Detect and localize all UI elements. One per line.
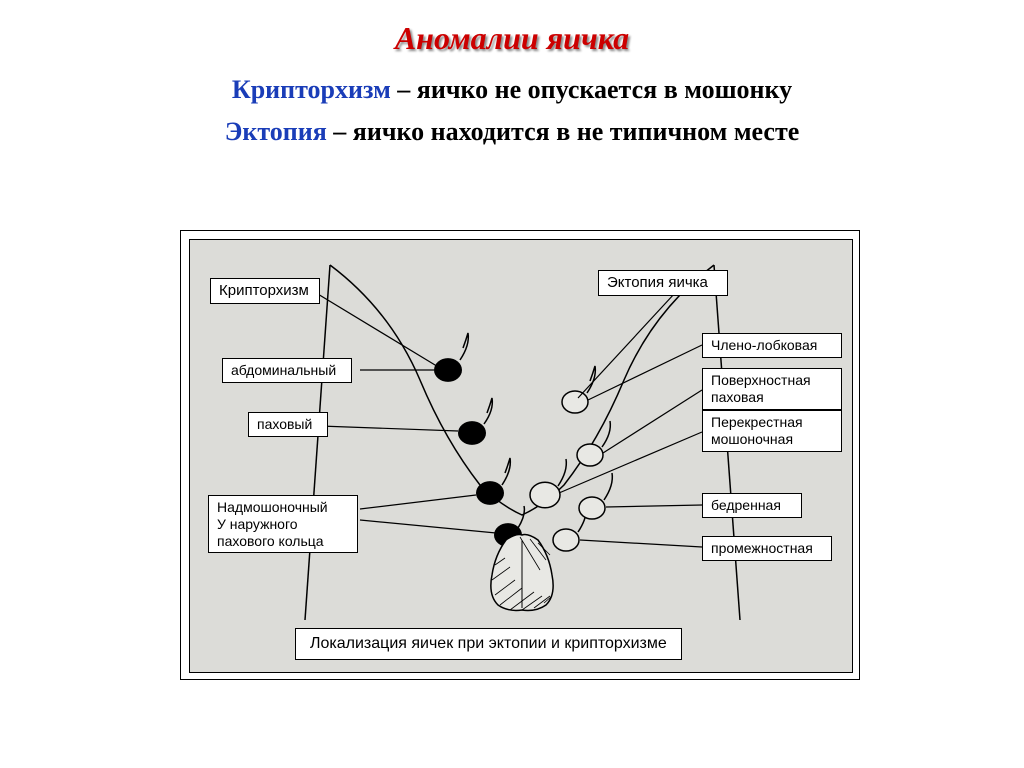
page-title: Аномалии яичка <box>0 0 1024 57</box>
subtitle-1: Крипторхизм – яичко не опускается в мошо… <box>0 75 1024 105</box>
label-left_header: Крипторхизм <box>210 278 320 304</box>
diagram-inner: Крипторхизм абдоминальный паховый Надмошоно… <box>189 239 853 673</box>
term-2: Эктопия <box>225 117 327 146</box>
label-right2: Поверхностнаяпаховая <box>702 368 842 410</box>
diagram-caption: Локализация яичек при эктопии и крипторх… <box>295 628 682 660</box>
label-right5: промежностная <box>702 536 832 561</box>
label-right3: Перекрестнаямошоночная <box>702 410 842 452</box>
desc-1: – яичко не опускается в мошонку <box>391 75 792 104</box>
term-1: Крипторхизм <box>232 75 391 104</box>
diagram-frame: Крипторхизм абдоминальный паховый Надмошоно… <box>180 230 860 680</box>
label-left3: НадмошоночныйУ наружногопахового кольца <box>208 495 358 553</box>
label-right4: бедренная <box>702 493 802 518</box>
anatomy-illustration <box>190 240 854 674</box>
subtitle-2: Эктопия – яичко находится в не типичном … <box>0 117 1024 147</box>
label-left1: абдоминальный <box>222 358 352 383</box>
desc-2: – яичко находится в не типичном месте <box>327 117 799 146</box>
label-right_header: Эктопия яичка <box>598 270 728 296</box>
label-left2: паховый <box>248 412 328 437</box>
label-right1: Члено-лобковая <box>702 333 842 358</box>
